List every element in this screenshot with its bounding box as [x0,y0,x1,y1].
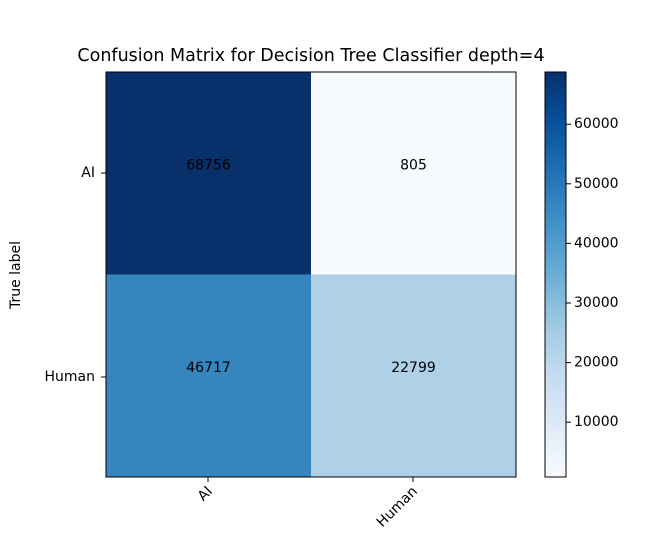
cell-value-ai-ai: 68756 [186,157,231,173]
x-tick-label-human: Human [374,484,421,531]
y-axis: AI Human True label [8,165,106,385]
y-tick-label-human: Human [45,369,96,385]
y-tick-label-ai: AI [81,165,95,181]
x-axis: AI Human [195,477,421,531]
cell-value-labels: 68756 805 46717 22799 [186,157,436,376]
cell-value-ai-human: 805 [400,157,427,173]
x-tick-label-ai: AI [195,484,216,505]
colorbar-tick-label-30000: 30000 [574,295,619,311]
colorbar: 10000 20000 30000 40000 50000 60000 [544,71,619,478]
plot-frame [105,71,517,478]
cell-ai-ai [106,72,312,275]
colorbar-tick-label-10000: 10000 [574,414,619,430]
heatmap-cells [106,72,517,478]
colorbar-tick-label-20000: 20000 [574,355,619,371]
colorbar-ticks: 10000 20000 30000 40000 50000 60000 [566,116,619,430]
chart-title: Confusion Matrix for Decision Tree Class… [77,46,544,66]
cell-ai-human [311,72,517,275]
cell-value-human-ai: 46717 [186,360,231,376]
cell-value-human-human: 22799 [391,360,436,376]
colorbar-tick-label-40000: 40000 [574,235,619,251]
cell-human-human [311,274,517,478]
colorbar-gradient [544,71,567,478]
colorbar-tick-label-50000: 50000 [574,176,619,192]
y-axis-label: True label [8,241,24,310]
cell-human-ai [106,274,312,478]
colorbar-tick-label-60000: 60000 [574,116,619,132]
